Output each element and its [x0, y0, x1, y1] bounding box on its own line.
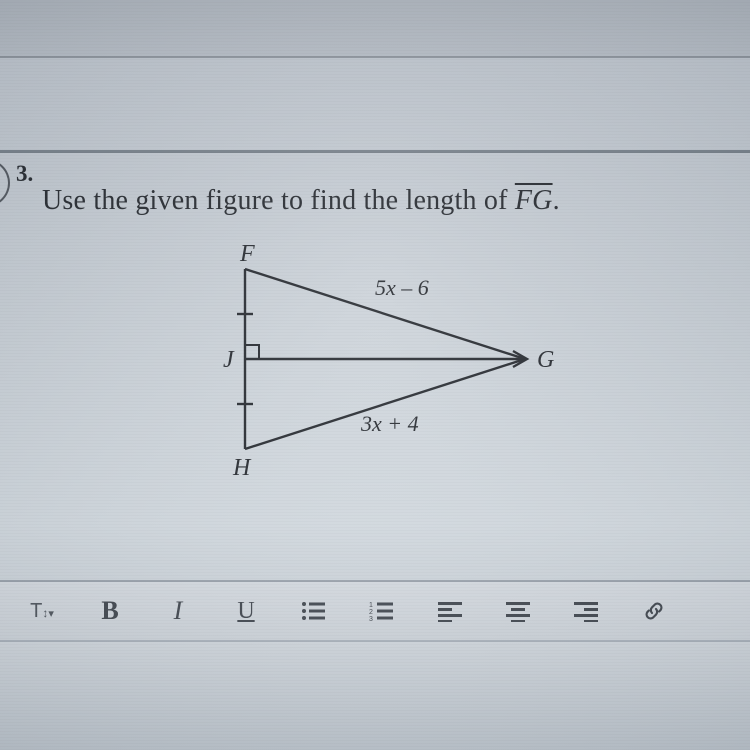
bold-button[interactable]: B [76, 582, 144, 640]
bullet-list-button[interactable] [280, 582, 348, 640]
expr-fg: 5x – 6 [375, 275, 429, 300]
question-suffix: . [553, 185, 560, 216]
link-button[interactable] [620, 582, 688, 640]
question-content: 3. Use the given figure to find the leng… [0, 153, 750, 171]
question-number: 3. [16, 161, 33, 187]
align-center-icon [505, 600, 531, 622]
editor-toolbar: T↕▾ B I U 1 2 3 [0, 580, 750, 642]
align-right-icon [573, 600, 599, 622]
number-list-button[interactable]: 1 2 3 [348, 582, 416, 640]
editor-area[interactable] [0, 642, 750, 750]
align-left-button[interactable] [416, 582, 484, 640]
right-angle-marker [245, 345, 259, 359]
text-format-icon: T↕▾ [30, 600, 54, 623]
italic-icon: I [174, 596, 183, 626]
text-format-button[interactable]: T↕▾ [8, 582, 76, 640]
bold-icon: B [101, 596, 118, 626]
bullet-list-icon [301, 600, 327, 622]
label-h: H [232, 455, 252, 481]
link-icon [642, 599, 666, 623]
underline-icon: U [237, 598, 254, 625]
question-text: Use the given figure to find the length … [42, 185, 560, 217]
label-j: J [223, 347, 235, 373]
label-f: F [239, 241, 255, 267]
italic-button[interactable]: I [144, 582, 212, 640]
question-prefix: Use the given figure to find the length … [42, 185, 515, 216]
svg-text:1: 1 [369, 602, 373, 609]
label-g: G [537, 347, 554, 373]
number-list-icon: 1 2 3 [369, 600, 395, 622]
window-top-gap [0, 0, 750, 58]
svg-text:2: 2 [369, 609, 373, 616]
expr-hg: 3x + 4 [360, 411, 419, 436]
svg-text:3: 3 [369, 616, 373, 622]
question-badge-arc [0, 159, 10, 207]
align-right-button[interactable] [552, 582, 620, 640]
align-center-button[interactable] [484, 582, 552, 640]
triangle-figure: F J H G 5x – 6 3x + 4 [175, 239, 575, 519]
align-left-icon [437, 600, 463, 622]
figure-svg: F J H G 5x – 6 3x + 4 [175, 239, 575, 499]
segment-fg: FG [515, 185, 553, 216]
underline-button[interactable]: U [212, 582, 280, 640]
